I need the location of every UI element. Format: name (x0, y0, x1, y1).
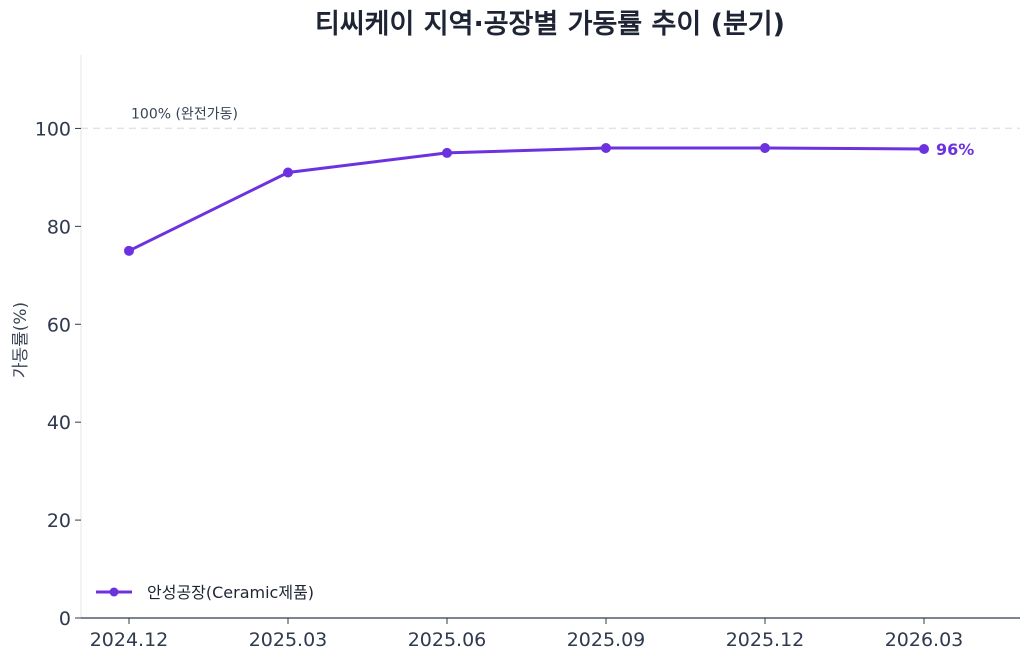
y-axis-label: 가동률(%) (11, 302, 31, 378)
data-point (760, 143, 770, 154)
data-point (919, 143, 929, 154)
end-value-label: 96% (936, 140, 974, 159)
x-tick-label: 2026.03 (885, 629, 964, 651)
data-point (124, 245, 134, 256)
legend-marker-swatch (109, 587, 119, 597)
y-tick-label: 60 (47, 314, 71, 336)
legend-entry-label: 안성공장(Ceramic제품) (147, 583, 314, 602)
reference-line-label: 100% (완전가동) (131, 106, 238, 122)
y-tick-label: 80 (47, 216, 71, 238)
x-ticks: 2024.12 2025.03 2025.06 2025.09 2025.12 2026.… (90, 618, 964, 651)
data-point (283, 167, 293, 178)
x-tick-label: 2024.12 (90, 629, 169, 651)
data-point (601, 143, 611, 154)
y-tick-label: 20 (47, 510, 71, 532)
series-layer (124, 143, 929, 256)
x-tick-label: 2025.06 (408, 629, 487, 651)
x-tick-label: 2025.09 (567, 629, 646, 651)
series-line-0 (128, 146, 925, 253)
data-point (442, 147, 452, 158)
x-tick-label: 2025.12 (726, 629, 805, 651)
legend: 안성공장(Ceramic제품) (96, 583, 314, 602)
y-tick-label: 0 (59, 608, 71, 630)
y-tick-label: 40 (47, 412, 71, 434)
y-ticks: 0 20 40 60 80 100 (35, 118, 81, 630)
y-tick-label: 100 (35, 118, 71, 140)
x-tick-label: 2025.03 (249, 629, 328, 651)
chart-title: 티씨케이 지역·공장별 가동률 추이 (분기) (315, 9, 785, 40)
